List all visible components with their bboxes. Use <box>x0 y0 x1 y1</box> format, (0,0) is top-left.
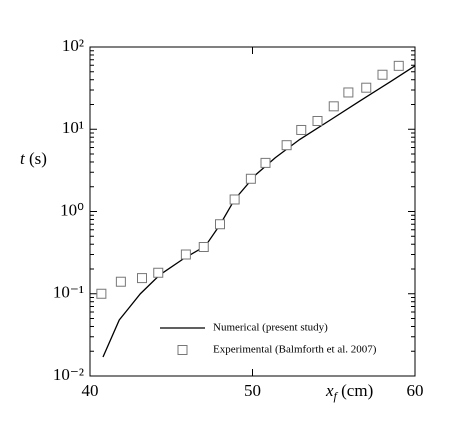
data-point <box>180 249 191 260</box>
data-point <box>328 101 339 112</box>
legend-label: Numerical (present study) <box>213 322 328 334</box>
data-point <box>115 276 126 287</box>
legend-symbol <box>177 345 188 355</box>
data-point <box>393 60 404 71</box>
y-unit: (s) <box>29 149 47 168</box>
x-axis-label: xf (cm) <box>325 381 373 405</box>
legend-label: Experimental (Balmforth et al. 2007) <box>213 344 377 356</box>
x-symbol: x <box>325 381 334 400</box>
x-subscript: f <box>334 389 339 403</box>
y-symbol: t <box>20 149 26 168</box>
data-line <box>102 65 416 358</box>
data-point <box>260 157 271 168</box>
x-unit: (cm) <box>341 381 373 400</box>
data-point <box>198 242 209 253</box>
data-point <box>153 267 164 278</box>
y-tick-label: 10¹ <box>62 118 84 137</box>
y-axis-label: t (s) <box>20 149 47 168</box>
data-point <box>296 124 307 135</box>
data-point <box>361 82 372 93</box>
y-tick-label: 10⁰ <box>60 200 84 219</box>
data-point <box>137 273 147 284</box>
data-point <box>229 194 240 205</box>
data-point <box>281 140 292 151</box>
x-tick-label: 40 <box>82 381 99 400</box>
data-point <box>377 69 388 80</box>
y-tick-label: 10² <box>62 36 84 55</box>
y-tick-label: 10⁻¹ <box>53 283 84 302</box>
data-point <box>312 115 323 126</box>
x-tick-label: 50 <box>244 381 261 400</box>
data-point <box>343 87 354 98</box>
y-tick-label: 10⁻² <box>53 365 84 384</box>
data-point <box>245 173 256 184</box>
x-tick-label: 60 <box>407 381 424 400</box>
data-point <box>215 219 225 230</box>
data-point <box>96 288 107 299</box>
